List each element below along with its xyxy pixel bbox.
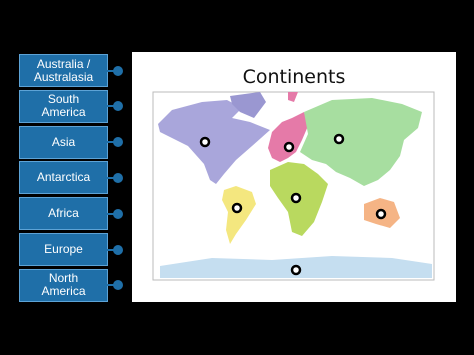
label-card[interactable]: Antarctica bbox=[19, 161, 108, 195]
label-card[interactable]: Australia / Australasia bbox=[19, 54, 108, 87]
connector bbox=[107, 284, 115, 287]
connector bbox=[107, 212, 115, 215]
connector-dot bbox=[113, 137, 123, 148]
title: Continents bbox=[242, 66, 346, 88]
drop-target[interactable] bbox=[333, 133, 345, 145]
connector bbox=[107, 69, 115, 72]
connector-dot bbox=[113, 101, 123, 112]
drop-target[interactable] bbox=[231, 202, 243, 214]
label-card[interactable]: South America bbox=[19, 89, 108, 123]
north-america bbox=[158, 100, 270, 184]
markers bbox=[199, 133, 387, 276]
svalbard bbox=[288, 92, 298, 102]
drop-target[interactable] bbox=[199, 136, 211, 148]
connector bbox=[107, 248, 115, 251]
connector bbox=[107, 176, 115, 179]
label-card[interactable]: Europe bbox=[19, 233, 108, 266]
map-panel: Continents bbox=[132, 52, 456, 302]
europe bbox=[268, 112, 308, 162]
connector-dot bbox=[113, 244, 123, 255]
drop-target[interactable] bbox=[290, 192, 302, 204]
drop-target[interactable] bbox=[290, 264, 302, 276]
label-card[interactable]: North America bbox=[19, 268, 108, 302]
connector-dot bbox=[113, 208, 123, 219]
connector-dot bbox=[113, 65, 123, 76]
connector-dot bbox=[113, 172, 123, 183]
world-map bbox=[152, 91, 435, 281]
connector bbox=[107, 141, 115, 144]
connector-dot bbox=[113, 280, 123, 291]
drop-target[interactable] bbox=[283, 141, 295, 153]
label-card[interactable]: Africa bbox=[19, 197, 108, 231]
connector bbox=[107, 105, 115, 108]
asia bbox=[300, 98, 422, 186]
greenland bbox=[230, 92, 266, 118]
south-america bbox=[222, 186, 256, 244]
drop-target[interactable] bbox=[375, 208, 387, 220]
label-card[interactable]: Asia bbox=[19, 125, 108, 159]
